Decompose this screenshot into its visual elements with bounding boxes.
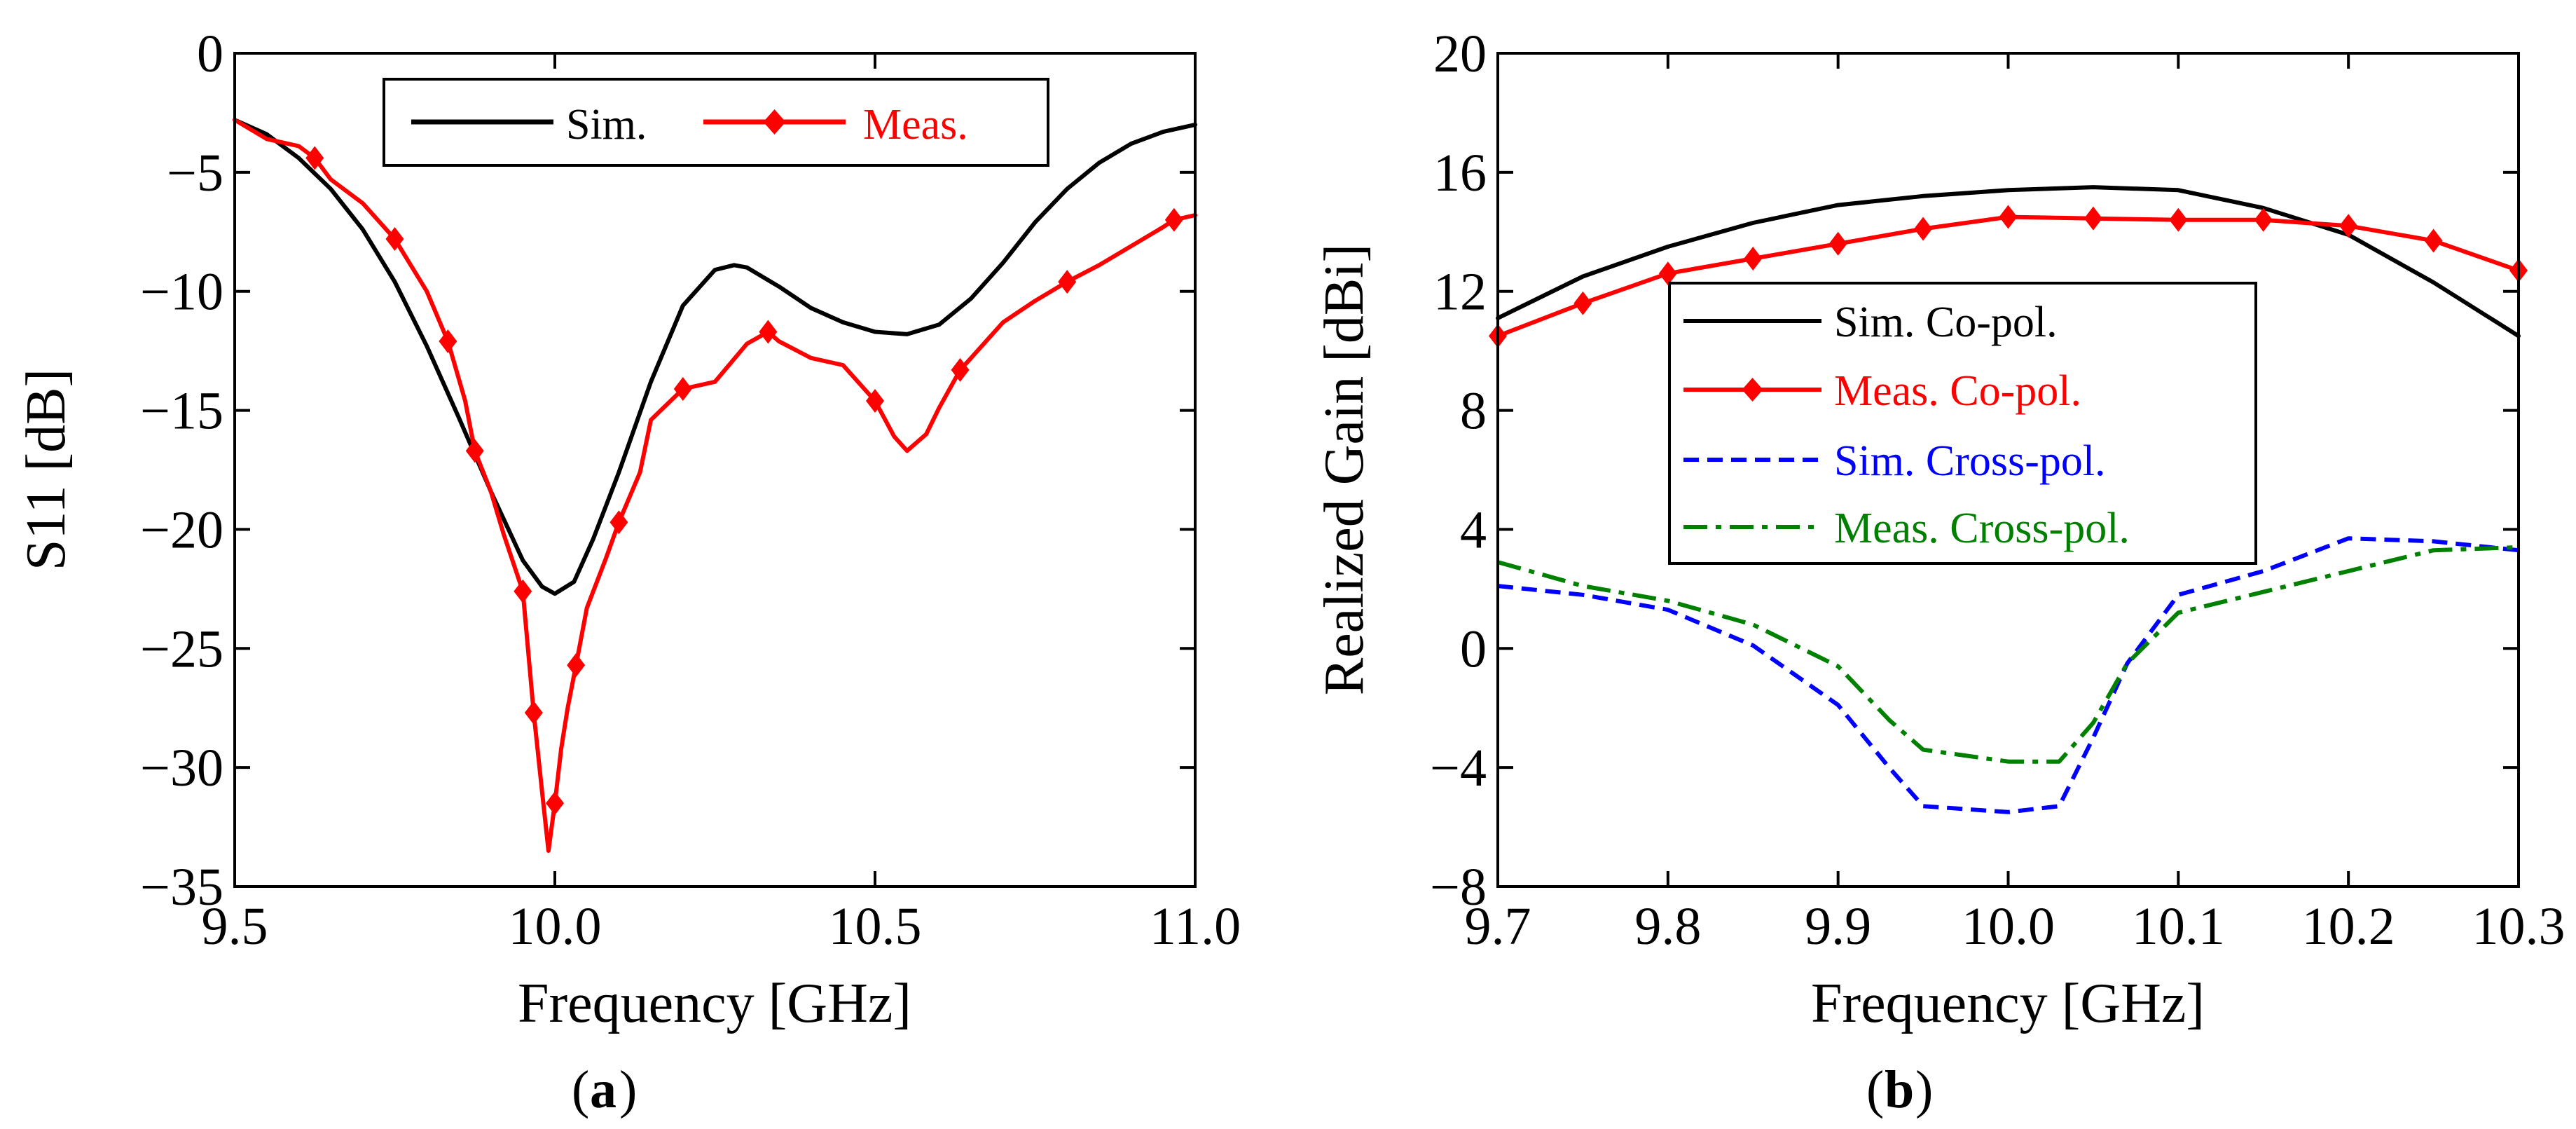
legend-marker-meas-co-pol bbox=[1742, 378, 1763, 402]
data-marker bbox=[465, 439, 484, 463]
y-tick-label: −4 bbox=[1430, 739, 1487, 798]
plot-frame bbox=[1496, 52, 2520, 888]
y-tick-label: 16 bbox=[1433, 144, 1487, 203]
caption-letter: a bbox=[590, 1060, 617, 1119]
data-marker bbox=[1658, 261, 1677, 286]
y-tick-label: 4 bbox=[1460, 500, 1487, 559]
caption-b: ( b ) bbox=[1866, 1060, 1933, 1119]
series-line-sim bbox=[233, 118, 1197, 596]
x-axis-label: Frequency [GHz] bbox=[518, 973, 911, 1034]
y-axis-label: S11 [dB] bbox=[15, 369, 77, 570]
chart-panel-b: 9.7 9.8 9.9 10.0 10.1 10.2 10.3 20 16 12 8 4 0 −4 −8 F… bbox=[1314, 25, 2565, 1034]
data-marker bbox=[567, 653, 586, 678]
caption-letter: b bbox=[1885, 1060, 1914, 1119]
x-axis-label: Frequency [GHz] bbox=[1811, 973, 2205, 1034]
y-tick-label: −5 bbox=[167, 144, 223, 203]
legend-label-sim: Sim. bbox=[566, 101, 647, 149]
y-tick-label: −20 bbox=[140, 500, 223, 559]
legend: Sim. Meas. bbox=[383, 78, 1049, 167]
x-tick-label: 9.5 bbox=[202, 897, 268, 956]
series-lines bbox=[233, 118, 1197, 853]
data-marker bbox=[1573, 291, 1592, 315]
x-tick-label: 9.8 bbox=[1634, 897, 1701, 956]
data-marker bbox=[524, 701, 543, 725]
series-line-meas-cross-pol bbox=[1497, 545, 2519, 764]
data-marker bbox=[1744, 247, 1763, 271]
chart-panel-a: 9.5 10.0 10.5 11.0 0 −5 −10 −15 −20 −25 −30 −35 Fre… bbox=[15, 25, 1241, 1034]
series-line-sim-cross-pol bbox=[1497, 536, 2519, 814]
data-marker bbox=[514, 579, 532, 603]
y-tick-label: 20 bbox=[1433, 25, 1487, 83]
y-tick-label: −25 bbox=[140, 620, 223, 678]
data-marker bbox=[2339, 214, 2358, 238]
x-tick-label: 10.1 bbox=[2132, 897, 2225, 956]
x-tick-label: 10.3 bbox=[2472, 897, 2565, 956]
series-line-meas bbox=[233, 118, 1197, 853]
y-tick-label: −8 bbox=[1430, 858, 1487, 917]
x-tick-label: 10.5 bbox=[829, 897, 922, 956]
data-marker bbox=[1828, 231, 1847, 256]
x-tick-label: 10.0 bbox=[509, 897, 602, 956]
legend-label-meas: Meas. bbox=[863, 101, 968, 149]
y-tick-label: 0 bbox=[1460, 620, 1487, 678]
legend-label-sim-cross-pol: Sim. Cross-pol. bbox=[1834, 437, 2106, 485]
legend-label-meas-co-pol: Meas. Co-pol. bbox=[1834, 367, 2081, 415]
legend-label-sim-co-pol: Sim. Co-pol. bbox=[1834, 299, 2058, 346]
y-tick-label: 12 bbox=[1433, 263, 1487, 322]
data-marker bbox=[2083, 206, 2102, 231]
caption-a: ( a ) bbox=[572, 1060, 637, 1119]
data-marker bbox=[2169, 207, 2188, 232]
y-axis-label: Realized Gain [dBi] bbox=[1314, 244, 1375, 695]
x-tick-label: 11.0 bbox=[1150, 897, 1241, 956]
data-marker bbox=[1914, 217, 1933, 241]
x-tick-label: 10.0 bbox=[1962, 897, 2055, 956]
tick-labels: 9.7 9.8 9.9 10.0 10.1 10.2 10.3 20 16 12 8 4 0 −4 −8 bbox=[1430, 25, 2565, 956]
data-marker bbox=[1058, 270, 1077, 294]
x-tick-label: 9.9 bbox=[1805, 897, 1871, 956]
data-marker bbox=[951, 357, 970, 382]
y-tick-label: 0 bbox=[197, 25, 223, 83]
caption-paren-open: ( bbox=[1866, 1060, 1884, 1119]
caption-paren-close: ) bbox=[619, 1060, 637, 1119]
caption-paren-open: ( bbox=[572, 1060, 589, 1119]
data-marker bbox=[305, 146, 324, 170]
data-marker bbox=[609, 510, 628, 535]
data-marker bbox=[546, 791, 564, 816]
plot-frame bbox=[233, 52, 1197, 888]
series-markers bbox=[305, 146, 1183, 816]
data-marker bbox=[1164, 207, 1183, 232]
legend-marker-meas bbox=[763, 109, 786, 135]
data-marker bbox=[2254, 207, 2273, 232]
y-tick-label: −10 bbox=[140, 263, 223, 322]
legend-box bbox=[1668, 282, 2257, 565]
data-marker bbox=[759, 320, 778, 344]
y-tick-label: −30 bbox=[140, 739, 223, 798]
caption-paren-close: ) bbox=[1915, 1060, 1933, 1119]
tick-labels: 9.5 10.0 10.5 11.0 0 −5 −10 −15 −20 −25 −30 −35 bbox=[140, 25, 1241, 956]
data-marker bbox=[673, 376, 692, 401]
y-tick-label: −15 bbox=[140, 382, 223, 441]
series-markers bbox=[1489, 205, 2528, 348]
data-marker bbox=[2424, 228, 2443, 253]
y-tick-label: 8 bbox=[1460, 382, 1487, 441]
x-tick-label: 9.7 bbox=[1465, 897, 1531, 956]
legend-label-meas-cross-pol: Meas. Cross-pol. bbox=[1834, 505, 2130, 552]
x-tick-label: 10.2 bbox=[2302, 897, 2395, 956]
data-marker bbox=[385, 226, 404, 251]
y-tick-label: −35 bbox=[140, 858, 223, 917]
legend: Sim. Co-pol. Meas. Co-pol. Sim. Cross-po… bbox=[1668, 282, 2257, 565]
data-marker bbox=[439, 329, 457, 354]
data-marker bbox=[866, 388, 884, 413]
data-marker bbox=[1999, 205, 2018, 229]
